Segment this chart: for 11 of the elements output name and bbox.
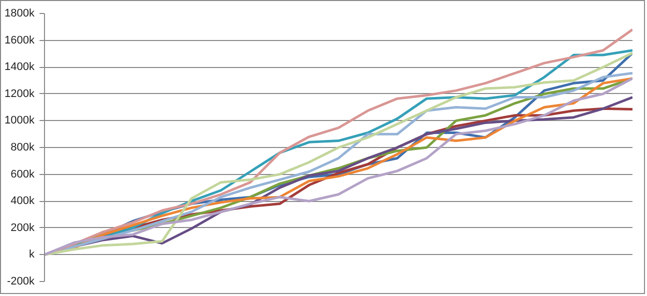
y-tick-label: 600k: [10, 168, 35, 180]
y-tick-label: 800k: [10, 142, 35, 154]
y-tick-label: 1000k: [4, 114, 35, 127]
y-tick-label: 1400k: [4, 61, 35, 74]
y-tick-label: 1200k: [4, 88, 35, 100]
y-tick-label: -200k: [6, 276, 35, 288]
y-tick-label: 200k: [10, 222, 35, 234]
y-tick-label: 1600k: [4, 34, 35, 46]
y-tick-label: 400k: [10, 195, 35, 208]
y-tick-label: k: [29, 248, 35, 261]
y-tick-label: 1800k: [4, 8, 35, 20]
